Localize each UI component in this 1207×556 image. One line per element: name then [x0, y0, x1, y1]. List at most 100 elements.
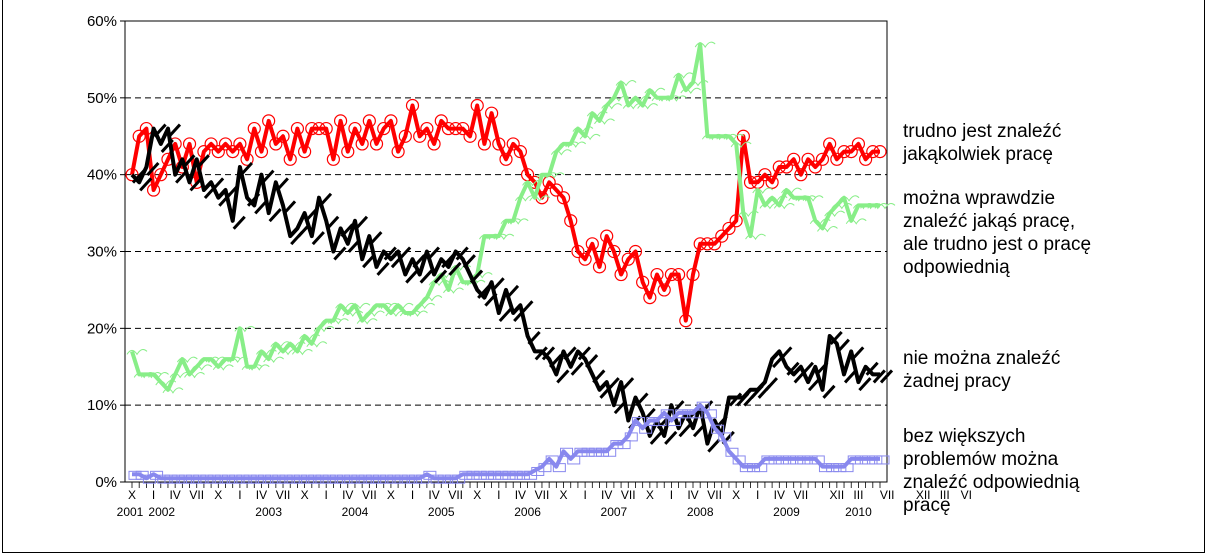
data-point	[859, 152, 873, 166]
data-point	[876, 455, 890, 465]
data-point	[766, 195, 788, 202]
data-point	[182, 154, 196, 169]
data-point	[596, 447, 609, 457]
data-point	[585, 237, 599, 251]
x-tick-label: X	[646, 488, 654, 502]
data-point	[333, 246, 347, 261]
data-point	[840, 463, 854, 473]
label-trudno-line-1: trudno jest znaleźć	[903, 121, 1062, 142]
data-point	[622, 103, 644, 110]
data-point	[234, 325, 256, 333]
data-point	[405, 269, 419, 284]
data-point	[197, 145, 211, 159]
data-point	[874, 202, 896, 210]
data-point	[574, 447, 588, 457]
data-point	[709, 133, 730, 141]
data-point	[765, 175, 779, 189]
data-point	[362, 114, 376, 128]
data-point	[471, 272, 493, 279]
x-tick-label: IV	[256, 488, 267, 502]
data-point	[378, 302, 400, 310]
data-point	[456, 121, 470, 136]
data-point	[189, 177, 203, 192]
data-point	[549, 183, 563, 197]
data-point	[443, 287, 464, 294]
data-point	[703, 409, 717, 419]
data-point	[477, 284, 491, 299]
x-tick-label: IV	[428, 488, 439, 502]
data-point	[588, 447, 602, 457]
data-point	[513, 145, 527, 159]
data-point	[665, 95, 687, 102]
y-tick-label: 10%	[87, 397, 117, 414]
x-tick-label: IV	[601, 488, 612, 502]
data-point	[272, 474, 286, 484]
data-point	[240, 152, 254, 166]
data-point	[800, 361, 814, 376]
data-point	[556, 369, 570, 384]
x-tick-label: IV	[774, 488, 785, 502]
x-year-label: 2004	[342, 505, 369, 519]
data-point	[787, 152, 801, 166]
data-point	[809, 218, 831, 225]
x-tick-label: IV	[687, 488, 698, 502]
data-point	[222, 474, 235, 484]
data-point	[413, 129, 427, 143]
data-point	[153, 123, 167, 138]
data-point	[320, 318, 342, 325]
label-trudno-line-2: jakąkolwiek pracę	[903, 144, 1053, 165]
data-point	[265, 474, 279, 484]
data-point	[851, 137, 866, 151]
data-point	[186, 474, 200, 484]
x-tick-label: X	[387, 488, 395, 502]
data-point	[743, 175, 758, 189]
x-tick-label: IV	[342, 488, 353, 502]
data-point	[226, 145, 240, 159]
data-point	[718, 432, 732, 442]
data-point	[297, 223, 311, 238]
data-point	[730, 141, 752, 148]
data-point	[854, 455, 868, 465]
data-point	[758, 168, 772, 182]
data-point	[879, 369, 894, 384]
data-point	[298, 145, 312, 159]
label-nie-mozna: nie można znaleźć żadnej pracy	[903, 347, 1060, 393]
data-point	[549, 354, 563, 369]
data-point	[571, 244, 585, 259]
data-point	[843, 369, 858, 384]
data-point	[873, 145, 887, 159]
data-point	[184, 372, 205, 379]
data-point	[775, 455, 789, 465]
data-point	[631, 417, 645, 427]
x-tick-label: VII	[621, 488, 636, 502]
data-point	[262, 114, 276, 128]
data-point	[790, 455, 804, 465]
data-point	[761, 455, 775, 465]
label-mozna-line-2: znaleźć jakąś pracę,	[903, 211, 1076, 232]
data-point	[628, 244, 643, 259]
data-point	[167, 123, 182, 138]
data-point	[355, 137, 369, 151]
data-point	[498, 307, 512, 322]
data-point	[131, 169, 146, 184]
x-tick-label: X	[128, 488, 136, 502]
data-point	[750, 384, 764, 399]
data-point	[169, 372, 191, 379]
data-point	[723, 133, 745, 141]
data-point	[356, 318, 378, 325]
label-bez-line-4: pracę	[903, 495, 951, 516]
data-point	[462, 254, 476, 269]
y-tick-label: 40%	[87, 167, 117, 184]
data-point	[507, 218, 529, 225]
data-point	[380, 474, 394, 484]
data-point	[227, 356, 249, 364]
data-point	[736, 129, 750, 143]
data-point	[700, 400, 714, 415]
data-point	[311, 231, 325, 246]
x-tick-label: XII	[830, 488, 845, 502]
data-point	[829, 331, 843, 346]
data-point	[613, 400, 627, 415]
data-point	[478, 233, 500, 241]
data-point	[678, 423, 692, 438]
